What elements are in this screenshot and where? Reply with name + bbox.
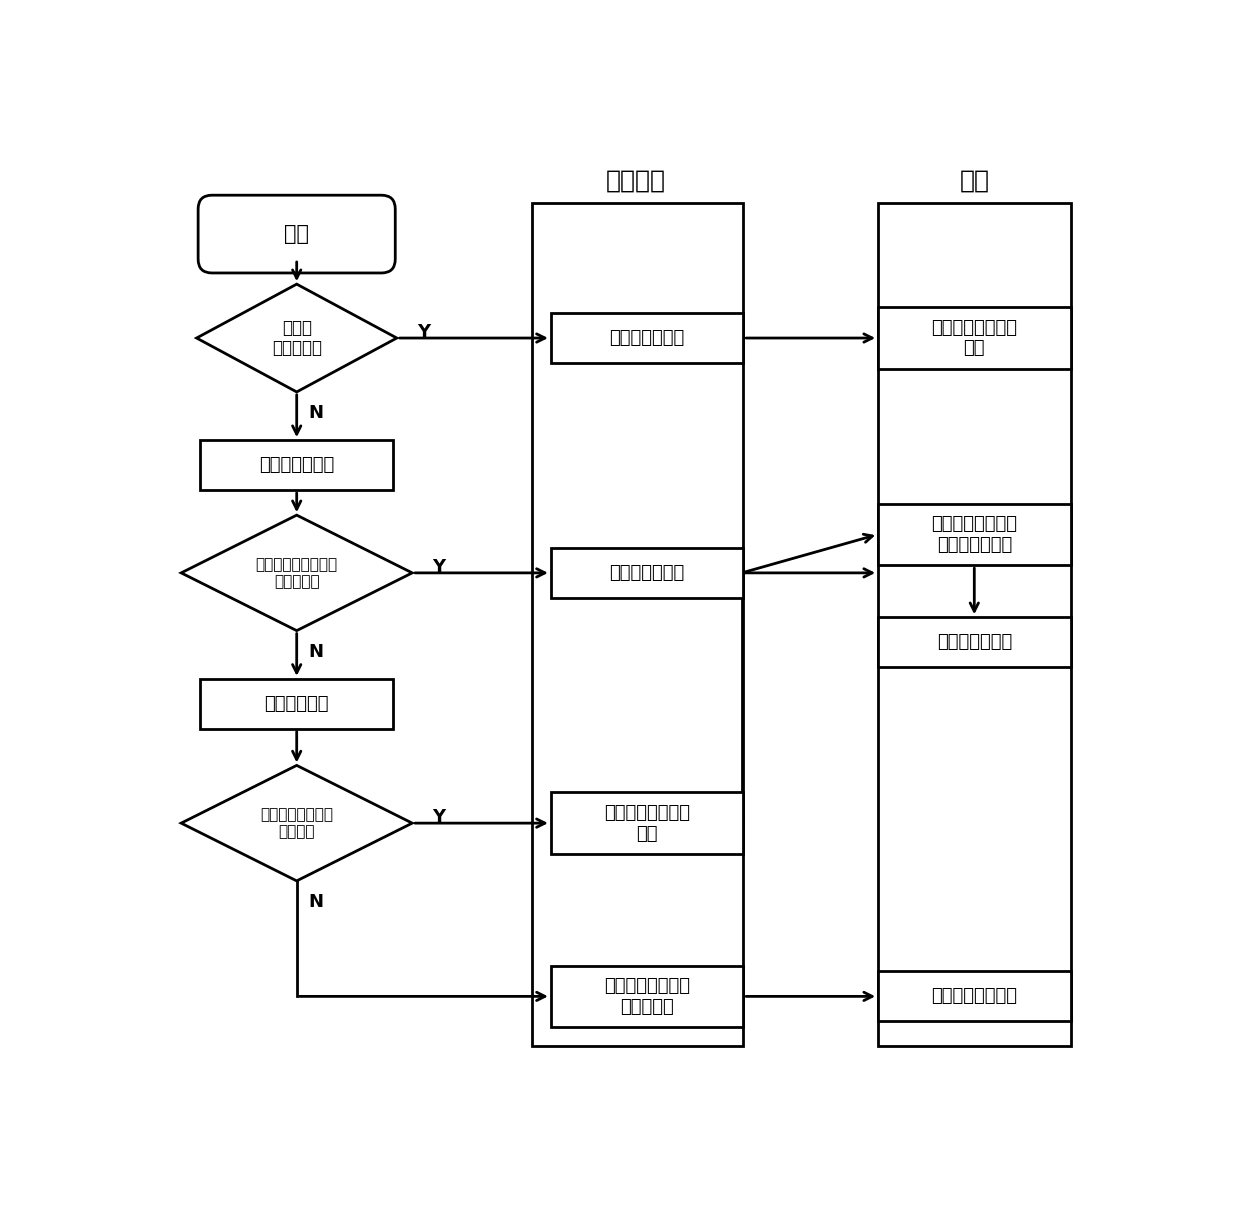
Polygon shape bbox=[181, 515, 412, 631]
Bar bbox=[551, 548, 743, 598]
Bar bbox=[551, 792, 743, 854]
Bar bbox=[878, 971, 1070, 1021]
Text: 转角预
测器自诊断: 转角预 测器自诊断 bbox=[272, 319, 321, 357]
Text: N: N bbox=[309, 893, 324, 912]
Text: N: N bbox=[309, 643, 324, 662]
Bar bbox=[201, 440, 393, 490]
Text: 根据传感器故障类
型进行容错补偿: 根据传感器故障类 型进行容错补偿 bbox=[931, 515, 1017, 553]
Text: 输出: 输出 bbox=[960, 169, 990, 192]
Bar bbox=[878, 617, 1070, 668]
Polygon shape bbox=[197, 285, 397, 392]
Text: 故障诊断: 故障诊断 bbox=[605, 169, 666, 192]
Text: 输出传感器原始测
量值: 输出传感器原始测 量值 bbox=[931, 319, 1017, 357]
Text: 传感器漂移及卡死
故障: 传感器漂移及卡死 故障 bbox=[604, 803, 689, 843]
Text: Y: Y bbox=[433, 808, 445, 825]
Bar bbox=[551, 313, 743, 363]
Bar bbox=[201, 679, 393, 729]
Text: 转角预测器正常: 转角预测器正常 bbox=[259, 456, 335, 474]
Text: 输出故障补偿值: 输出故障补偿值 bbox=[936, 633, 1012, 652]
Text: 传感器噪声故障: 传感器噪声故障 bbox=[609, 564, 684, 582]
Text: 测量数据正常: 测量数据正常 bbox=[264, 695, 329, 713]
Text: 基于传感器测量数据
的故障诊断: 基于传感器测量数据 的故障诊断 bbox=[255, 557, 337, 589]
Bar bbox=[551, 966, 743, 1027]
Bar bbox=[878, 203, 1070, 1046]
Bar bbox=[532, 203, 743, 1046]
Text: 预测值偏差过大: 预测值偏差过大 bbox=[609, 329, 684, 347]
Text: 输入: 输入 bbox=[284, 224, 309, 244]
Bar bbox=[878, 504, 1070, 565]
Bar bbox=[878, 307, 1070, 368]
Text: 传感器测量数据和
残差均正常: 传感器测量数据和 残差均正常 bbox=[604, 977, 689, 1015]
Text: Y: Y bbox=[433, 558, 445, 575]
Text: 输出传感器测量值: 输出传感器测量值 bbox=[931, 987, 1017, 1005]
Text: 基于传感器残差的
故障诊断: 基于传感器残差的 故障诊断 bbox=[260, 807, 334, 839]
Text: N: N bbox=[309, 404, 324, 423]
Text: Y: Y bbox=[417, 323, 430, 341]
FancyBboxPatch shape bbox=[198, 195, 396, 274]
Polygon shape bbox=[181, 765, 412, 881]
